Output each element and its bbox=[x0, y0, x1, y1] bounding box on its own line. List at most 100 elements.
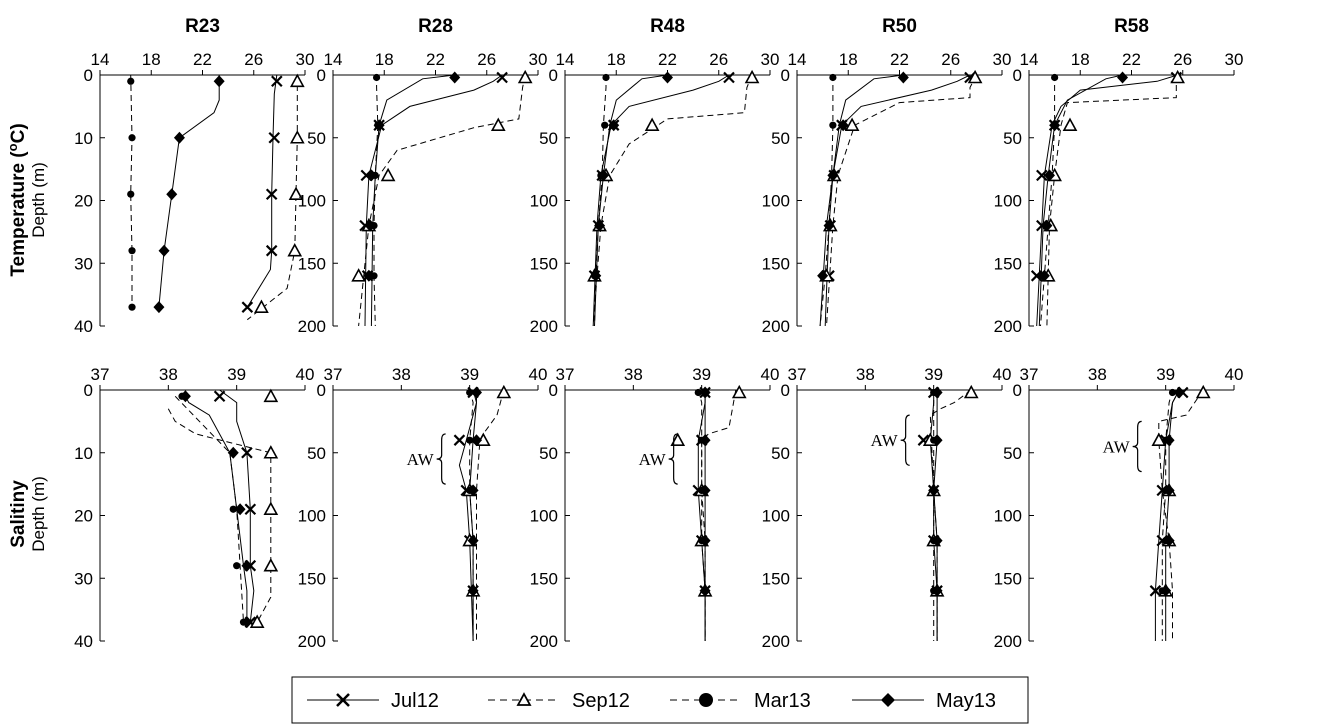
x-tick-label: 39 bbox=[924, 365, 943, 384]
y-tick-label: 50 bbox=[539, 444, 558, 463]
x-tick-label: 30 bbox=[1225, 50, 1244, 69]
point-may13 bbox=[1163, 534, 1175, 547]
x-tick-label: 26 bbox=[477, 50, 496, 69]
series-line-sep12 bbox=[701, 389, 737, 641]
point-may13 bbox=[166, 188, 178, 201]
series-line-sep12 bbox=[1046, 75, 1177, 327]
point-jul12 bbox=[1036, 169, 1048, 182]
series-line-sep12 bbox=[592, 74, 753, 327]
aw-label: AW bbox=[1103, 437, 1131, 456]
series-line-sep12 bbox=[826, 74, 977, 327]
legend-item-may13: May13 bbox=[852, 690, 996, 712]
panel-title: R50 bbox=[882, 16, 917, 37]
x-tick-label: 38 bbox=[856, 365, 875, 384]
point-mar13 bbox=[1168, 388, 1177, 397]
point-mar13 bbox=[466, 388, 474, 397]
y-tick-label: 200 bbox=[298, 632, 326, 651]
x-tick-label: 30 bbox=[993, 50, 1012, 69]
x-tick-label: 38 bbox=[159, 365, 178, 384]
point-may13 bbox=[173, 131, 185, 144]
point-jul12 bbox=[1030, 270, 1043, 282]
point-may13 bbox=[699, 434, 711, 447]
legend-label: Sep12 bbox=[572, 690, 630, 712]
series-line-sep12 bbox=[167, 408, 272, 623]
point-may13 bbox=[179, 390, 191, 403]
y-tick-label: 100 bbox=[298, 507, 326, 526]
aw-label: AW bbox=[639, 450, 667, 469]
y-tick-label: 50 bbox=[1003, 444, 1022, 463]
point-may13 bbox=[699, 386, 711, 399]
point-may13 bbox=[608, 119, 620, 132]
aw-brace bbox=[1132, 420, 1142, 473]
x-tick-label: 37 bbox=[556, 365, 575, 384]
point-may13 bbox=[467, 584, 479, 597]
y-tick-label: 0 bbox=[317, 66, 326, 85]
y-tick-label: 0 bbox=[549, 381, 558, 400]
point-may13 bbox=[1117, 71, 1129, 84]
point-mar13 bbox=[601, 121, 609, 129]
x-tick-label: 26 bbox=[1173, 50, 1192, 69]
point-may13 bbox=[837, 119, 849, 132]
salinity-panel-1: 37 38 39 40 0 10 20 30 40 bbox=[74, 365, 314, 651]
y-tick-label: 200 bbox=[994, 317, 1022, 336]
x-tick-label: 14 bbox=[556, 50, 575, 69]
point-mar13 bbox=[1051, 73, 1059, 82]
point-jul12 bbox=[723, 71, 735, 84]
panel-title: R23 bbox=[185, 16, 220, 37]
legend-label: Mar13 bbox=[754, 690, 811, 712]
salinity-row-label: Salitiny bbox=[8, 480, 29, 548]
series-line-may13 bbox=[819, 74, 904, 327]
point-may13 bbox=[158, 244, 170, 257]
x-tick-label: 26 bbox=[941, 50, 960, 69]
series-line-sep12 bbox=[246, 75, 298, 321]
x-tick-label: 40 bbox=[529, 365, 548, 384]
x-tick-label: 40 bbox=[296, 365, 315, 384]
point-jul12 bbox=[213, 390, 226, 403]
point-may13 bbox=[467, 534, 479, 547]
x-tick-label: 18 bbox=[839, 50, 858, 69]
y-tick-label: 50 bbox=[1003, 129, 1022, 148]
x-tick-label: 14 bbox=[91, 50, 110, 69]
point-jul12 bbox=[244, 503, 257, 516]
point-mar13 bbox=[128, 134, 136, 142]
point-jul12 bbox=[453, 434, 466, 446]
y-tick-label: 30 bbox=[74, 254, 93, 273]
legend-items: Jul12 Sep12 Mar13 May13 bbox=[307, 690, 996, 712]
point-sep12 bbox=[517, 69, 533, 84]
y-tick-label: 0 bbox=[84, 381, 93, 400]
y-tick-label: 20 bbox=[74, 192, 93, 211]
point-sep12 bbox=[496, 384, 512, 399]
y-tick-label: 100 bbox=[530, 507, 558, 526]
y-tick-label: 200 bbox=[530, 317, 558, 336]
x-tick-label: 39 bbox=[227, 365, 246, 384]
y-tick-label: 50 bbox=[771, 444, 790, 463]
point-sep12 bbox=[263, 558, 279, 572]
y-tick-label: 40 bbox=[74, 632, 93, 651]
x-tick-label: 39 bbox=[692, 365, 711, 384]
y-tick-label: 200 bbox=[762, 317, 790, 336]
point-may13 bbox=[1049, 119, 1061, 132]
y-tick-label: 150 bbox=[994, 254, 1022, 273]
series-line-may13 bbox=[469, 390, 477, 641]
x-tick-label: 38 bbox=[392, 365, 411, 384]
y-tick-label: 100 bbox=[762, 192, 790, 211]
panel-title: R58 bbox=[1114, 16, 1149, 37]
point-may13 bbox=[467, 484, 479, 497]
y-tick-label: 30 bbox=[74, 569, 93, 588]
x-tick-label: 37 bbox=[788, 365, 807, 384]
series-line-sep12 bbox=[476, 389, 505, 641]
legend-item-jul12: Jul12 bbox=[307, 690, 439, 712]
point-jul12 bbox=[271, 75, 283, 88]
point-sep12 bbox=[744, 69, 760, 84]
x-tick-label: 22 bbox=[890, 50, 909, 69]
y-tick-label: 200 bbox=[298, 317, 326, 336]
y-tick-label: 100 bbox=[994, 192, 1022, 211]
y-tick-label: 50 bbox=[307, 444, 326, 463]
x-tick-label: 40 bbox=[761, 365, 780, 384]
point-may13 bbox=[699, 484, 711, 497]
x-tick-label: 38 bbox=[624, 365, 643, 384]
